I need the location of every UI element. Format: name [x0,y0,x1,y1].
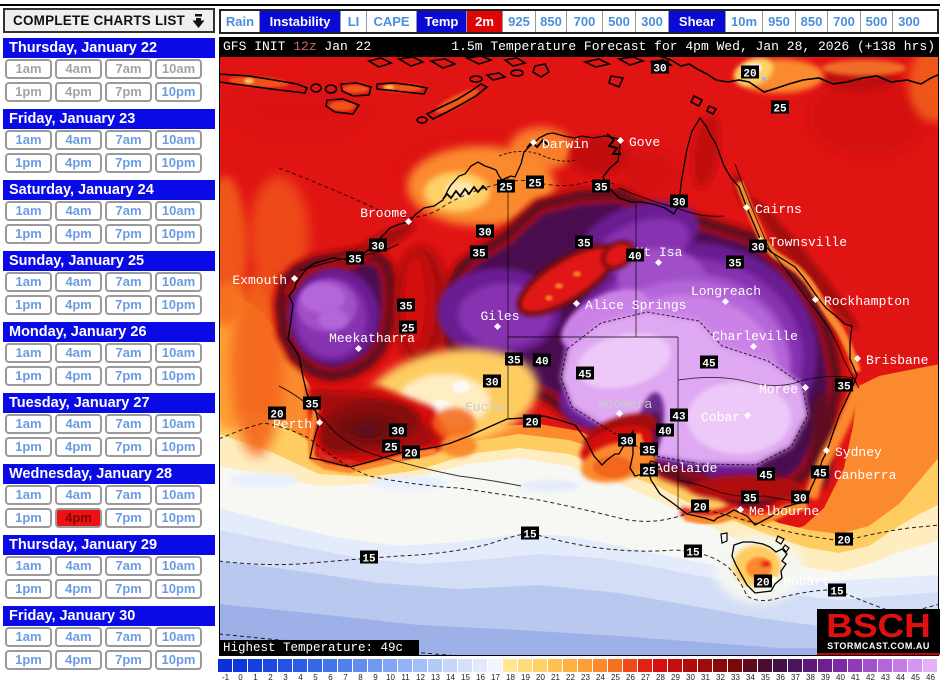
svg-text:25: 25 [384,443,398,455]
svg-text:Broome: Broome [360,206,407,221]
svg-text:35: 35 [507,356,521,368]
svg-text:25: 25 [401,324,415,336]
svg-text:30: 30 [653,64,666,76]
svg-text:35: 35 [399,302,413,314]
svg-text:25: 25 [642,467,656,479]
svg-text:Mt Isa: Mt Isa [636,245,683,260]
svg-text:45: 45 [702,359,716,371]
svg-text:40: 40 [628,252,641,264]
svg-text:30: 30 [478,228,491,240]
svg-text:35: 35 [837,382,851,394]
svg-text:Gove: Gove [629,135,660,150]
svg-text:35: 35 [577,239,591,251]
svg-text:20: 20 [404,449,417,461]
svg-text:Moree: Moree [759,382,798,397]
svg-text:Hobart: Hobart [783,574,830,589]
svg-text:25: 25 [499,183,513,195]
svg-text:Adelaide: Adelaide [655,461,717,476]
svg-text:35: 35 [743,494,757,506]
svg-text:45: 45 [578,370,592,382]
svg-text:Cairns: Cairns [755,202,802,217]
svg-text:Brisbane: Brisbane [866,353,928,368]
svg-text:Sydney: Sydney [835,445,882,460]
svg-text:15: 15 [686,548,700,560]
svg-text:Meekatharra: Meekatharra [329,331,415,346]
svg-text:Perth: Perth [273,417,312,432]
svg-text:Canberra: Canberra [834,468,897,483]
svg-text:15: 15 [362,554,376,566]
svg-text:Darwin: Darwin [542,137,589,152]
svg-text:30: 30 [672,198,685,210]
svg-text:20: 20 [525,418,538,430]
svg-text:25: 25 [528,179,542,191]
svg-text:35: 35 [728,259,742,271]
svg-text:Melbourne: Melbourne [749,504,819,519]
svg-text:20: 20 [756,578,769,590]
svg-text:Rockhampton: Rockhampton [824,294,910,309]
svg-text:35: 35 [642,446,656,458]
svg-text:43: 43 [672,412,686,424]
svg-text:Townsville: Townsville [769,235,847,250]
svg-text:45: 45 [813,469,827,481]
svg-text:30: 30 [620,437,633,449]
svg-text:35: 35 [305,400,319,412]
svg-text:45: 45 [759,471,773,483]
svg-text:35: 35 [472,249,486,261]
svg-text:Woomera: Woomera [598,397,653,412]
svg-text:30: 30 [751,243,764,255]
svg-text:Exmouth: Exmouth [232,273,287,288]
svg-text:40: 40 [658,427,671,439]
svg-text:30: 30 [793,494,806,506]
svg-text:30: 30 [391,427,404,439]
svg-text:35: 35 [348,255,362,267]
svg-text:20: 20 [270,410,283,422]
svg-text:15: 15 [523,530,537,542]
svg-text:15: 15 [830,587,844,599]
svg-text:20: 20 [837,536,850,548]
svg-text:Cobar: Cobar [701,410,740,425]
svg-text:20: 20 [743,69,756,81]
svg-text:Giles: Giles [480,309,519,324]
svg-text:30: 30 [485,378,498,390]
svg-text:20: 20 [693,503,706,515]
svg-text:40: 40 [535,357,548,369]
svg-text:30: 30 [371,242,384,254]
svg-text:25: 25 [773,104,787,116]
svg-text:Eucla: Eucla [465,400,504,415]
svg-text:Longreach: Longreach [691,284,761,299]
svg-text:Charleville: Charleville [712,329,798,344]
svg-text:35: 35 [594,183,608,195]
svg-text:Alice Springs: Alice Springs [585,298,686,313]
